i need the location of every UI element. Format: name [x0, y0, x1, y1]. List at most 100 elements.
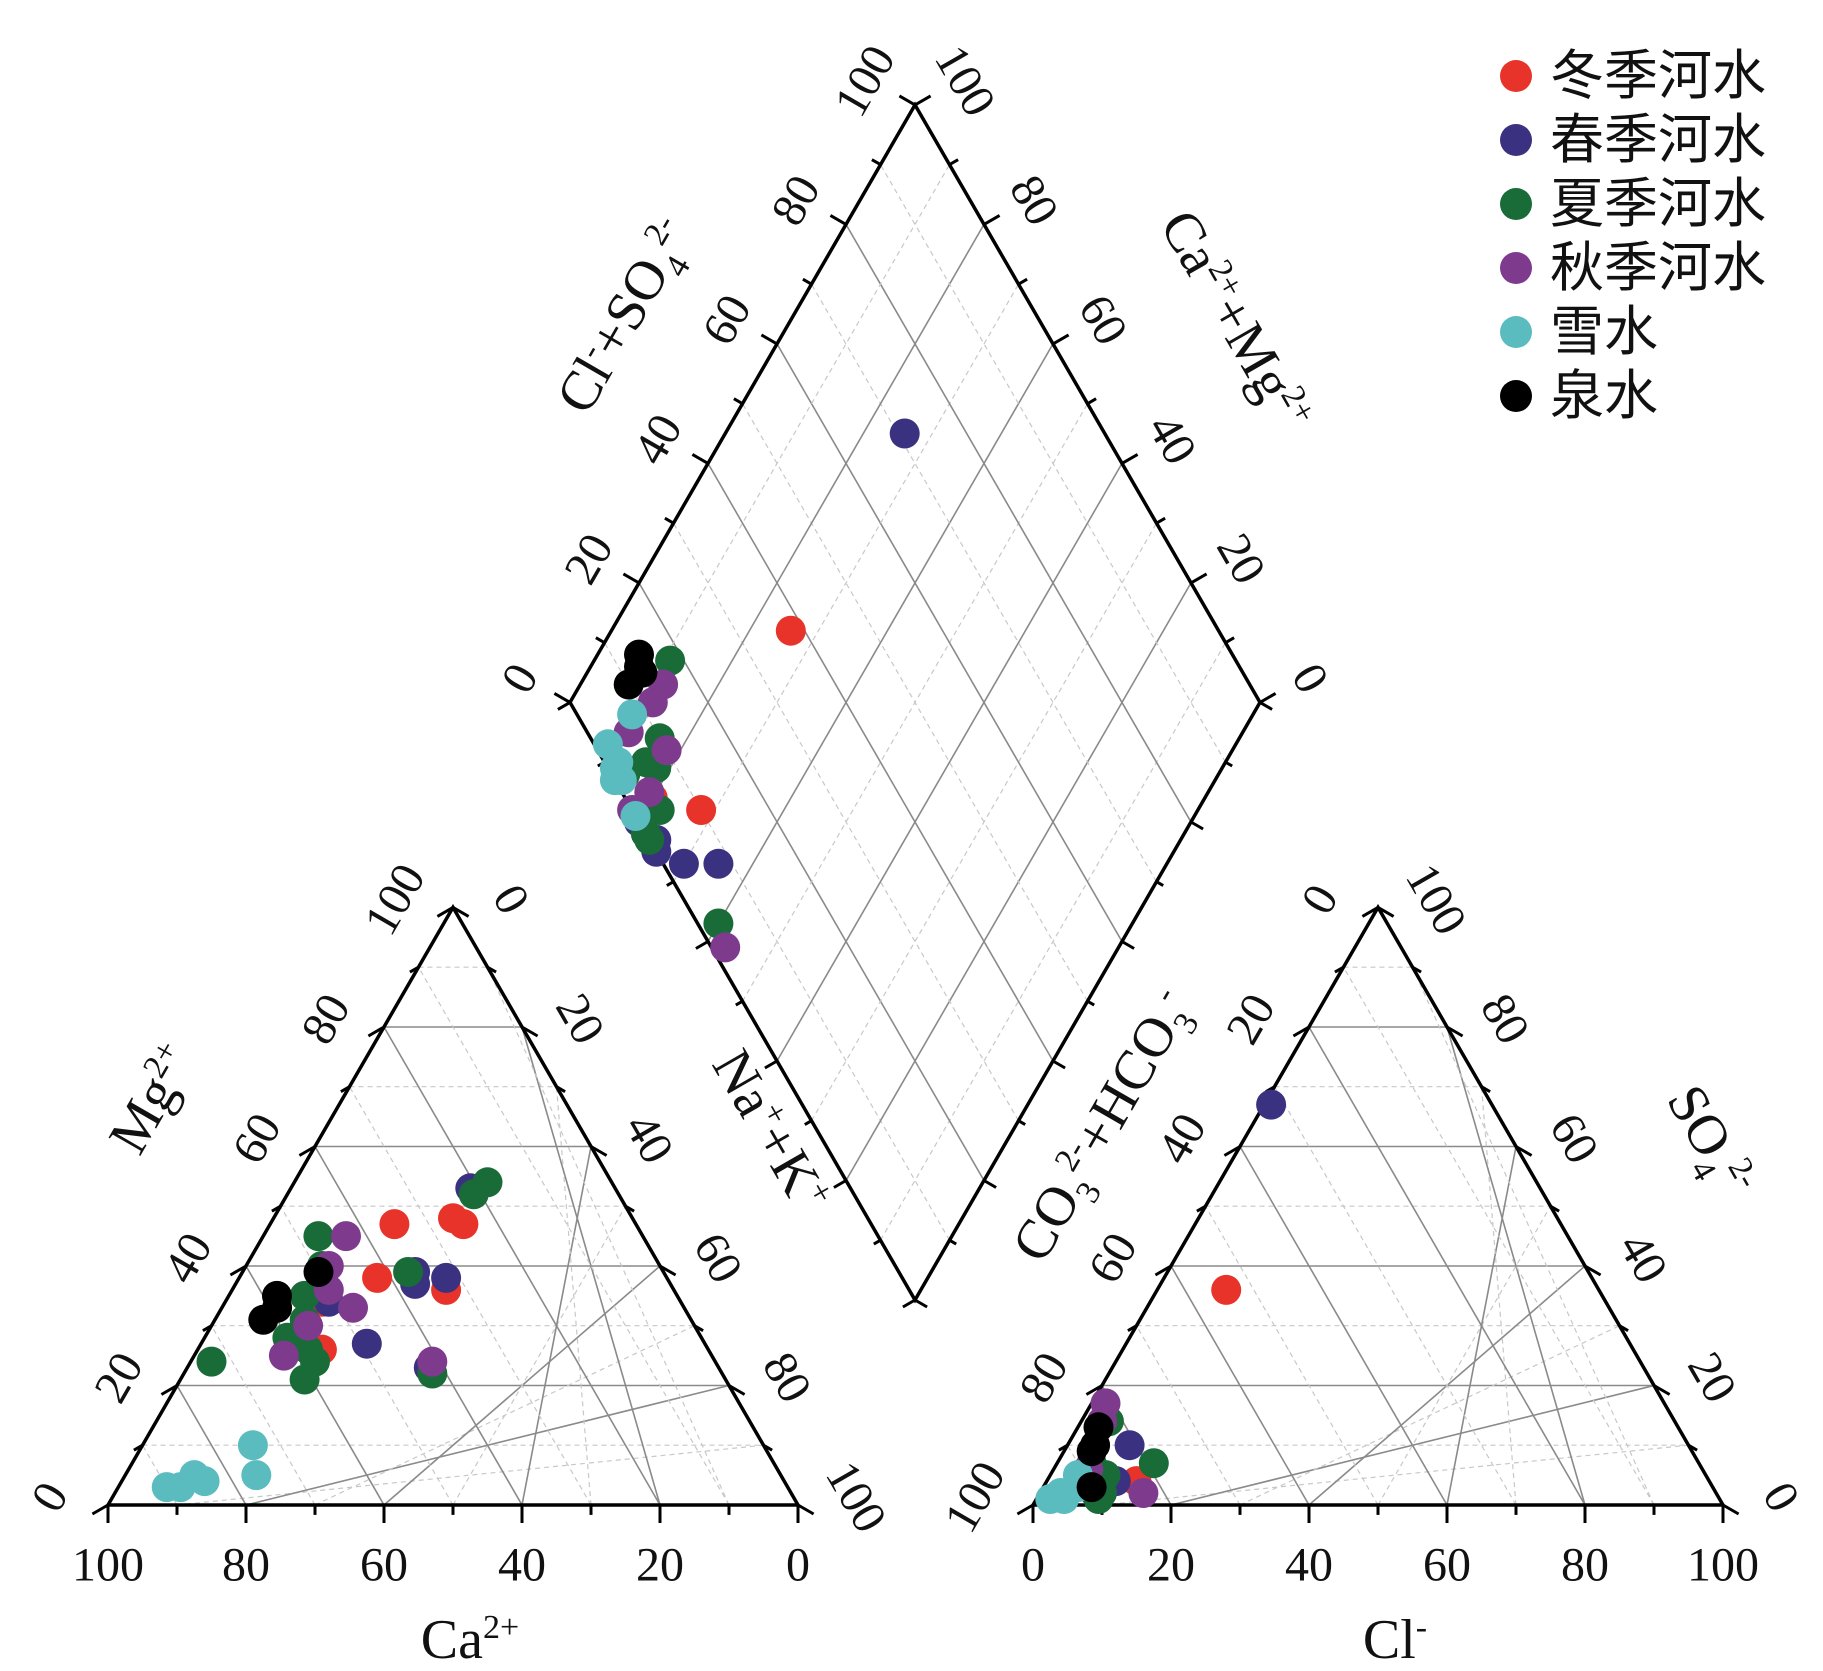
tick-label: 100 [1687, 1539, 1759, 1592]
tick-mark [622, 572, 640, 585]
anion-bottom-title: Cl- [1363, 1609, 1427, 1671]
tick-label: 0 [786, 1539, 810, 1592]
tick-mark [1259, 692, 1277, 704]
tick-mark [1687, 1443, 1698, 1452]
tick-mark [1190, 820, 1204, 831]
tick-mark [695, 940, 709, 950]
grid-line [314, 1146, 523, 1506]
diamond-point [703, 848, 734, 879]
grid-line [776, 463, 1123, 1062]
axis-titles: Ca2+ Mg2+ Na++K+ Cl- CO32-+HCO3- SO42- C… [97, 200, 1767, 1671]
cation-point [331, 1221, 361, 1252]
tick-mark [762, 1443, 773, 1452]
legend-label: 春季河水 [1550, 110, 1766, 170]
tick-label: 0 [21, 1473, 79, 1520]
tick-mark [367, 1025, 385, 1038]
tick-mark [902, 1298, 916, 1309]
grid-line-minor [1377, 1205, 1552, 1506]
tick-mark [1653, 1384, 1671, 1396]
tick-label: 80 [1009, 1343, 1079, 1411]
tick-label: 80 [999, 166, 1069, 234]
legend-label: 夏季河水 [1550, 174, 1766, 234]
diamond-point [613, 669, 644, 700]
tick-label: 40 [498, 1539, 546, 1592]
tick-mark [1377, 906, 1395, 918]
tick-mark [829, 214, 847, 226]
grid-line-minor [210, 1325, 316, 1506]
tick-label: 100 [1395, 855, 1477, 944]
tick-label: 60 [692, 286, 762, 354]
tick-mark [521, 1025, 539, 1038]
tick-mark [1017, 277, 1028, 286]
diamond-point [703, 908, 734, 939]
tick-mark [764, 1059, 778, 1070]
tick-mark [666, 880, 675, 887]
cation-point [431, 1262, 462, 1293]
tick-mark [555, 1085, 566, 1093]
tick-mark [1361, 906, 1379, 918]
grid-line-minor [879, 642, 1227, 1241]
grid-line-minor [1204, 1205, 1379, 1506]
tick-mark [340, 1085, 351, 1093]
tick-mark [1052, 333, 1070, 346]
tick-mark [1223, 1145, 1241, 1157]
tick-label: 20 [84, 1343, 154, 1411]
legend-label: 秋季河水 [1550, 238, 1766, 298]
tick-mark [271, 1204, 282, 1213]
cation-bottom-title: Ca2+ [421, 1609, 519, 1671]
tick-label: 100 [824, 36, 906, 125]
tick-mark [871, 158, 882, 166]
diamond-point [655, 645, 686, 676]
legend-label: 雪水 [1550, 302, 1658, 362]
tick-label: 60 [1078, 1224, 1148, 1292]
tick-label: 20 [1677, 1343, 1747, 1411]
tick-label: 80 [761, 166, 831, 234]
tick-mark [802, 277, 813, 286]
tick-label: 100 [815, 1453, 897, 1542]
diamond-point [686, 795, 717, 825]
cation-left-title: Mg2+ [97, 1034, 208, 1164]
grid-line-minor [1135, 1325, 1241, 1506]
tick-mark [873, 1238, 882, 1246]
diamond-right-title: Ca2++Mg2+ [1148, 200, 1324, 442]
tick-mark [91, 1503, 109, 1516]
diamond-point [710, 932, 741, 963]
tick-mark [1155, 516, 1166, 525]
tick-mark [1121, 453, 1139, 465]
tick-mark [1259, 701, 1273, 711]
tick-mark [1722, 1503, 1740, 1516]
cation-point [458, 1179, 489, 1210]
tick-mark [693, 1324, 704, 1332]
tick-mark [1086, 397, 1097, 405]
tick-mark [160, 1384, 178, 1396]
tick-label: 0 [1752, 1473, 1810, 1520]
tick-mark [1196, 1204, 1207, 1213]
anion-point [1035, 1484, 1066, 1514]
grid-line-minor [452, 1205, 627, 1506]
cation-point [248, 1304, 279, 1335]
tick-mark [914, 1298, 928, 1309]
grid-line-minor [741, 403, 1089, 1002]
grid-line-minor [1273, 1086, 1517, 1506]
grid-line [383, 1026, 661, 1506]
cation-point [289, 1280, 320, 1311]
grid-line-minor [603, 642, 951, 1241]
tick-mark [914, 94, 932, 107]
tick-mark [436, 906, 454, 918]
tick-label: 100 [924, 36, 1006, 125]
tick-label: 60 [1423, 1539, 1471, 1592]
diamond-point [889, 418, 920, 449]
tick-label: 0 [1291, 876, 1349, 923]
tick-mark [298, 1145, 316, 1157]
tick-label: 60 [1068, 286, 1138, 354]
cation-point [448, 1209, 479, 1240]
tick-mark [728, 1384, 746, 1396]
grid-line [176, 1385, 247, 1506]
tick-mark [1086, 999, 1095, 1007]
cation-point [303, 1221, 334, 1252]
tick-mark [1155, 880, 1164, 887]
tick-mark [1584, 1264, 1602, 1277]
tick-mark [1016, 1503, 1034, 1516]
tick-label: 0 [482, 876, 540, 923]
cation-point [417, 1346, 448, 1377]
